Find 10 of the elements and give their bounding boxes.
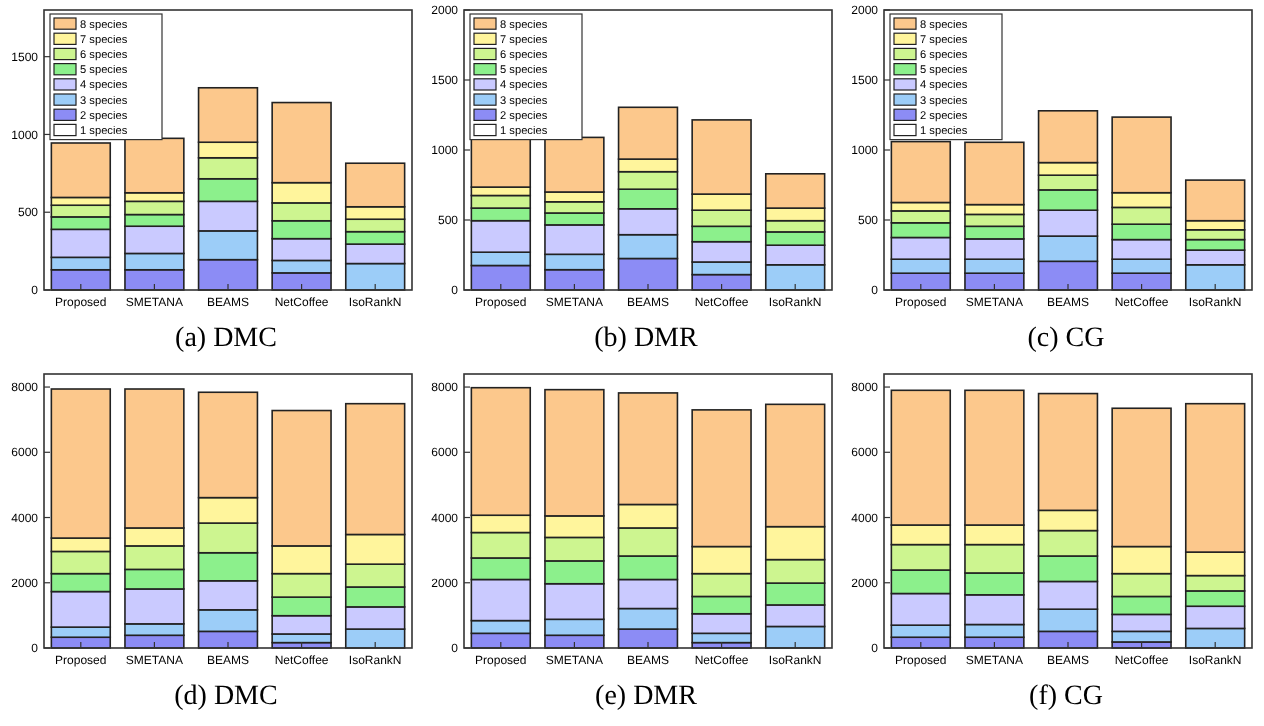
bar [890, 140, 952, 204]
text: (c) CG [1027, 324, 1105, 354]
text: (b) DMR [594, 324, 700, 354]
text: (f) CG [1029, 682, 1103, 712]
text: (e) DMR [595, 682, 699, 712]
text: (d) DMC [174, 682, 278, 712]
bar [50, 142, 112, 199]
text: (a) DMC [175, 324, 277, 354]
bar [470, 138, 532, 188]
bar [124, 137, 185, 194]
